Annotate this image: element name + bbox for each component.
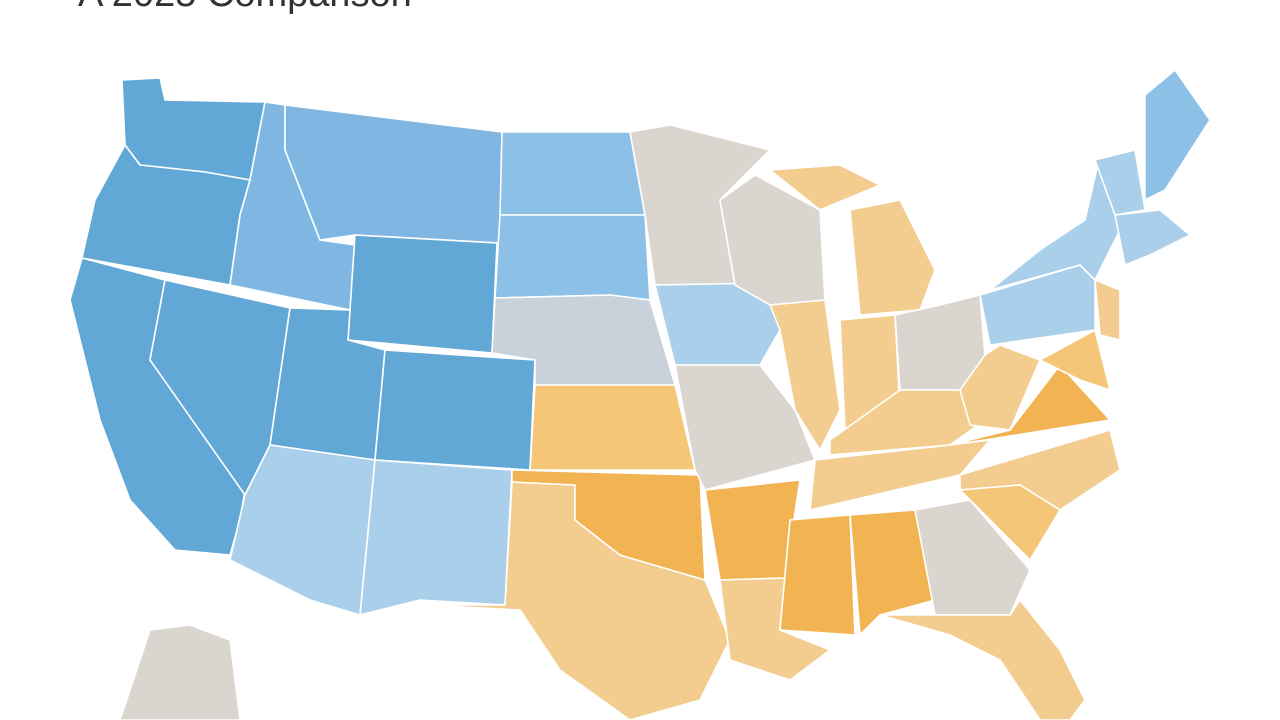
state [1094,279,1121,341]
state [769,164,881,211]
state [949,364,1111,446]
state [809,439,991,511]
states [69,69,1211,720]
state [1039,329,1111,391]
state [779,514,856,636]
state [529,384,696,471]
state [119,624,241,720]
state [849,199,936,316]
state [499,131,646,216]
state [494,214,651,301]
state [959,484,1061,561]
state [1094,149,1146,216]
state [914,499,1031,616]
state [347,234,498,354]
state [284,104,503,244]
subtitle: A 2025 Comparison [78,0,412,15]
state [769,299,841,451]
state [359,459,513,616]
state [374,349,536,471]
state [849,509,936,636]
state [1144,69,1211,201]
state [879,599,1086,720]
state [1114,209,1191,266]
state [511,469,706,581]
